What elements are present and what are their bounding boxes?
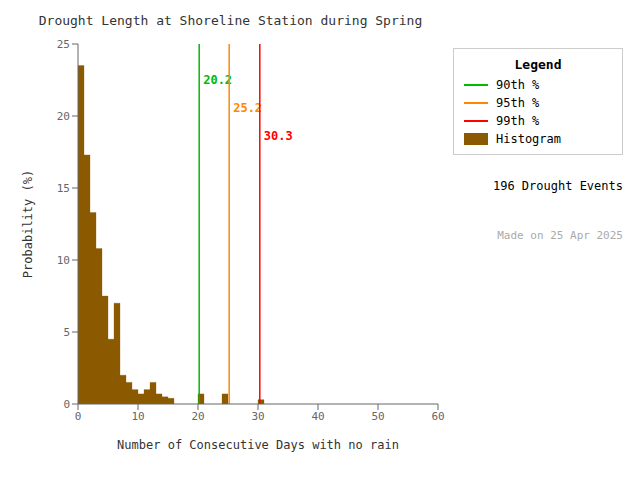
- svg-text:30: 30: [251, 410, 264, 423]
- html-text:Histogram: Histogram: [496, 132, 561, 146]
- svg-text:10: 10: [131, 410, 144, 423]
- svg-text:25: 25: [57, 38, 70, 51]
- svg-text:20: 20: [57, 110, 70, 123]
- svg-text:15: 15: [57, 182, 70, 195]
- svg-text:5: 5: [63, 326, 70, 339]
- html-text:90th %: 90th %: [496, 78, 540, 92]
- svg-text:20: 20: [191, 410, 204, 423]
- svg-text:Number of Consecutive Days wit: Number of Consecutive Days with no rain: [117, 438, 399, 452]
- svg-text:40: 40: [311, 410, 324, 423]
- svg-text:30.3: 30.3: [264, 129, 293, 143]
- html-text:Drought Length at Shoreline St: Drought Length at Shoreline Station duri…: [38, 13, 423, 28]
- svg-text:25.2: 25.2: [233, 101, 262, 115]
- svg-text:0: 0: [63, 398, 70, 411]
- html-text:Made on 25 Apr 2025: Made on 25 Apr 2025: [497, 229, 623, 242]
- svg-text:20.2: 20.2: [203, 73, 232, 87]
- svg-text:10: 10: [57, 254, 70, 267]
- html-text:Legend: Legend: [514, 57, 562, 72]
- html-text:95th %: 95th %: [496, 96, 540, 110]
- html-text:99th %: 99th %: [496, 114, 540, 128]
- svg-text:Probability (%): Probability (%): [21, 170, 35, 278]
- svg-text:0: 0: [75, 410, 82, 423]
- svg-text:50: 50: [371, 410, 384, 423]
- svg-text:60: 60: [431, 410, 444, 423]
- html-text:196 Drought Events: 196 Drought Events: [493, 179, 623, 193]
